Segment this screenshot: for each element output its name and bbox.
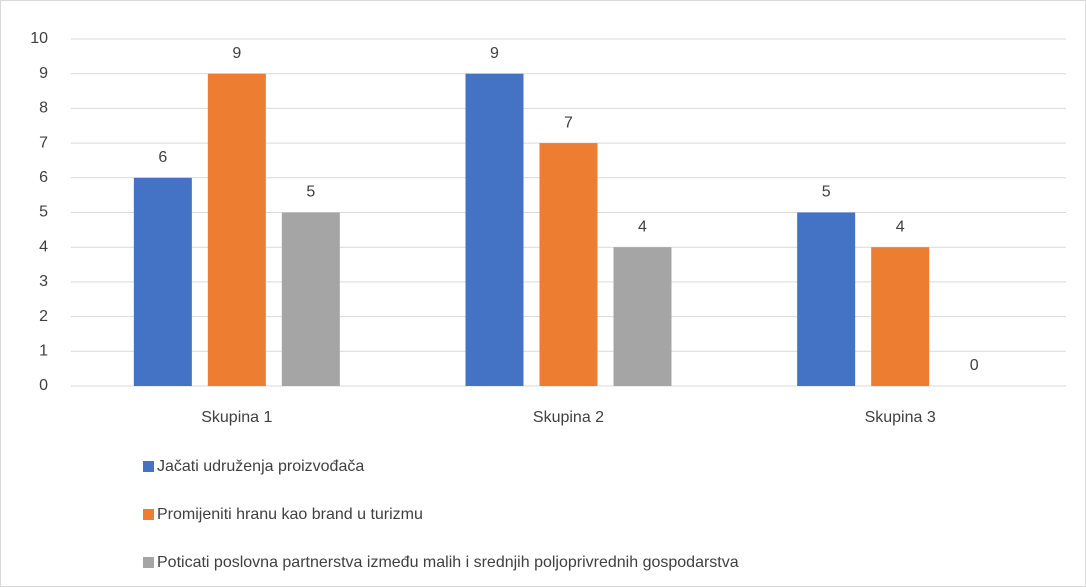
x-tick-label: Skupina 2 — [533, 409, 604, 426]
legend-swatch — [143, 461, 154, 472]
y-tick-label: 9 — [39, 65, 48, 82]
data-label: 4 — [638, 218, 647, 235]
bar — [871, 247, 930, 386]
bar — [207, 73, 266, 386]
data-label: 9 — [490, 45, 499, 62]
y-tick-label: 1 — [39, 343, 48, 360]
data-label: 5 — [306, 184, 315, 201]
legend-swatch — [143, 557, 154, 568]
data-label: 4 — [896, 218, 905, 235]
legend-swatch — [143, 509, 154, 520]
data-label: 6 — [158, 149, 167, 166]
bar — [465, 73, 524, 386]
bar — [133, 177, 192, 386]
x-tick-label: Skupina 1 — [201, 409, 272, 426]
bar — [281, 212, 340, 386]
y-tick-label: 7 — [39, 134, 48, 151]
x-tick-label: Skupina 3 — [865, 409, 936, 426]
data-label: 0 — [970, 357, 979, 374]
bar — [797, 212, 856, 386]
y-tick-label: 2 — [39, 308, 48, 325]
y-tick-label: 4 — [39, 238, 48, 255]
y-tick-label: 8 — [39, 100, 48, 117]
y-tick-label: 3 — [39, 273, 48, 290]
bar — [613, 247, 672, 386]
y-tick-label: 5 — [39, 204, 48, 221]
legend-label: Promijeniti hranu kao brand u turizmu — [157, 506, 423, 523]
bar — [539, 143, 598, 386]
legend-label: Jačati udruženja proizvođača — [157, 458, 364, 475]
y-tick-label: 6 — [39, 169, 48, 186]
y-tick-label: 0 — [39, 377, 48, 394]
legend-label: Poticati poslovna partnerstva između mal… — [157, 554, 739, 571]
data-label: 7 — [564, 114, 573, 131]
data-label: 5 — [822, 184, 831, 201]
y-tick-label: 10 — [30, 30, 48, 47]
data-label: 9 — [232, 45, 241, 62]
